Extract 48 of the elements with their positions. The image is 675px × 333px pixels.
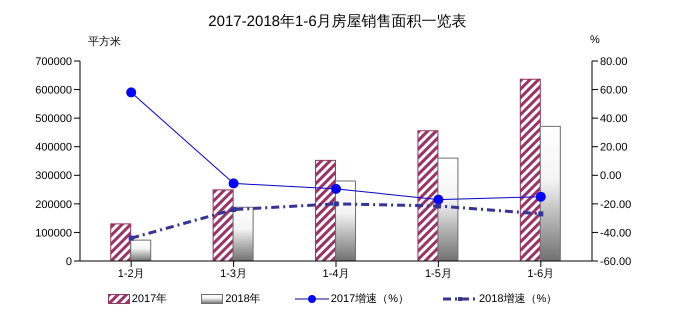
y-tick-label: 400000 <box>35 142 72 154</box>
bar <box>437 158 458 261</box>
bar <box>130 240 152 261</box>
bar <box>212 189 234 261</box>
y-tick-label: 600000 <box>35 84 72 96</box>
y-tick-label: 200000 <box>35 198 72 211</box>
bar <box>232 206 254 261</box>
y-tick-label: 300000 <box>35 170 72 182</box>
y2-tick-label: 40.00 <box>600 113 628 126</box>
x-tick-label: 1-3月 <box>220 268 248 280</box>
y2-tick-label: -20.00 <box>600 198 632 211</box>
y2-tick-label: 60.00 <box>600 84 628 96</box>
x-tick-label: 1-6月 <box>527 268 554 280</box>
chart-title: 2017-2018年1-6月房屋销售面积一览表 <box>207 12 468 31</box>
point <box>126 87 136 98</box>
y-tick-label: 100000 <box>35 227 72 240</box>
point <box>536 192 546 202</box>
legend-label: 2017年 <box>132 292 168 306</box>
y2-tick-label: 20.00 <box>600 142 628 154</box>
point <box>331 184 341 194</box>
legend-label: 2018年 <box>225 292 261 306</box>
bar <box>110 223 132 261</box>
y-tick-label: 700000 <box>35 56 72 68</box>
point <box>436 204 441 208</box>
y-tick-label: 500000 <box>35 113 72 126</box>
bar <box>520 78 541 261</box>
point <box>334 201 338 206</box>
point <box>538 211 544 216</box>
x-tick-label: 1-4月 <box>322 268 350 280</box>
bar <box>315 160 336 261</box>
x-tick-label: 1-2月 <box>118 268 145 280</box>
y2-tick-label: 0.00 <box>600 170 622 182</box>
legend-label: 2017增速（%） <box>330 292 409 306</box>
point <box>228 178 239 188</box>
bar <box>335 180 356 261</box>
point <box>231 207 236 212</box>
point <box>128 236 134 241</box>
bar <box>417 130 438 261</box>
point <box>433 194 444 205</box>
y2-tick-label: -40.00 <box>600 227 632 240</box>
legend-label: 2018增速（%） <box>478 292 558 306</box>
y-axis-title: 平方米 <box>88 34 121 49</box>
y-tick-label: 0 <box>66 256 72 268</box>
y2-tick-label: 80.00 <box>600 56 628 68</box>
bar <box>540 126 561 261</box>
y2-axis-title: % <box>590 34 600 46</box>
x-tick-label: 1-5月 <box>424 268 452 280</box>
y2-tick-label: -60.00 <box>600 256 632 268</box>
